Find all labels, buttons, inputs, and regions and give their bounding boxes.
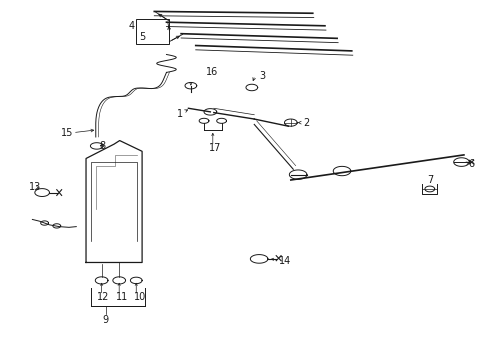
Text: 4: 4 xyxy=(128,21,135,31)
Text: 5: 5 xyxy=(140,32,145,41)
Text: 6: 6 xyxy=(468,159,474,169)
Text: 16: 16 xyxy=(205,67,217,77)
Text: 10: 10 xyxy=(133,292,145,302)
Text: 8: 8 xyxy=(99,141,105,151)
Text: 2: 2 xyxy=(303,118,308,128)
Text: 12: 12 xyxy=(97,292,109,302)
Text: 3: 3 xyxy=(259,71,264,81)
Text: 7: 7 xyxy=(427,175,433,185)
Text: 9: 9 xyxy=(102,315,108,325)
Text: 13: 13 xyxy=(29,182,41,192)
Text: 14: 14 xyxy=(278,256,290,266)
Text: 1: 1 xyxy=(177,109,183,119)
Bar xyxy=(136,19,169,44)
Text: 17: 17 xyxy=(209,143,221,153)
Text: 11: 11 xyxy=(115,292,127,302)
Text: 15: 15 xyxy=(61,129,73,138)
